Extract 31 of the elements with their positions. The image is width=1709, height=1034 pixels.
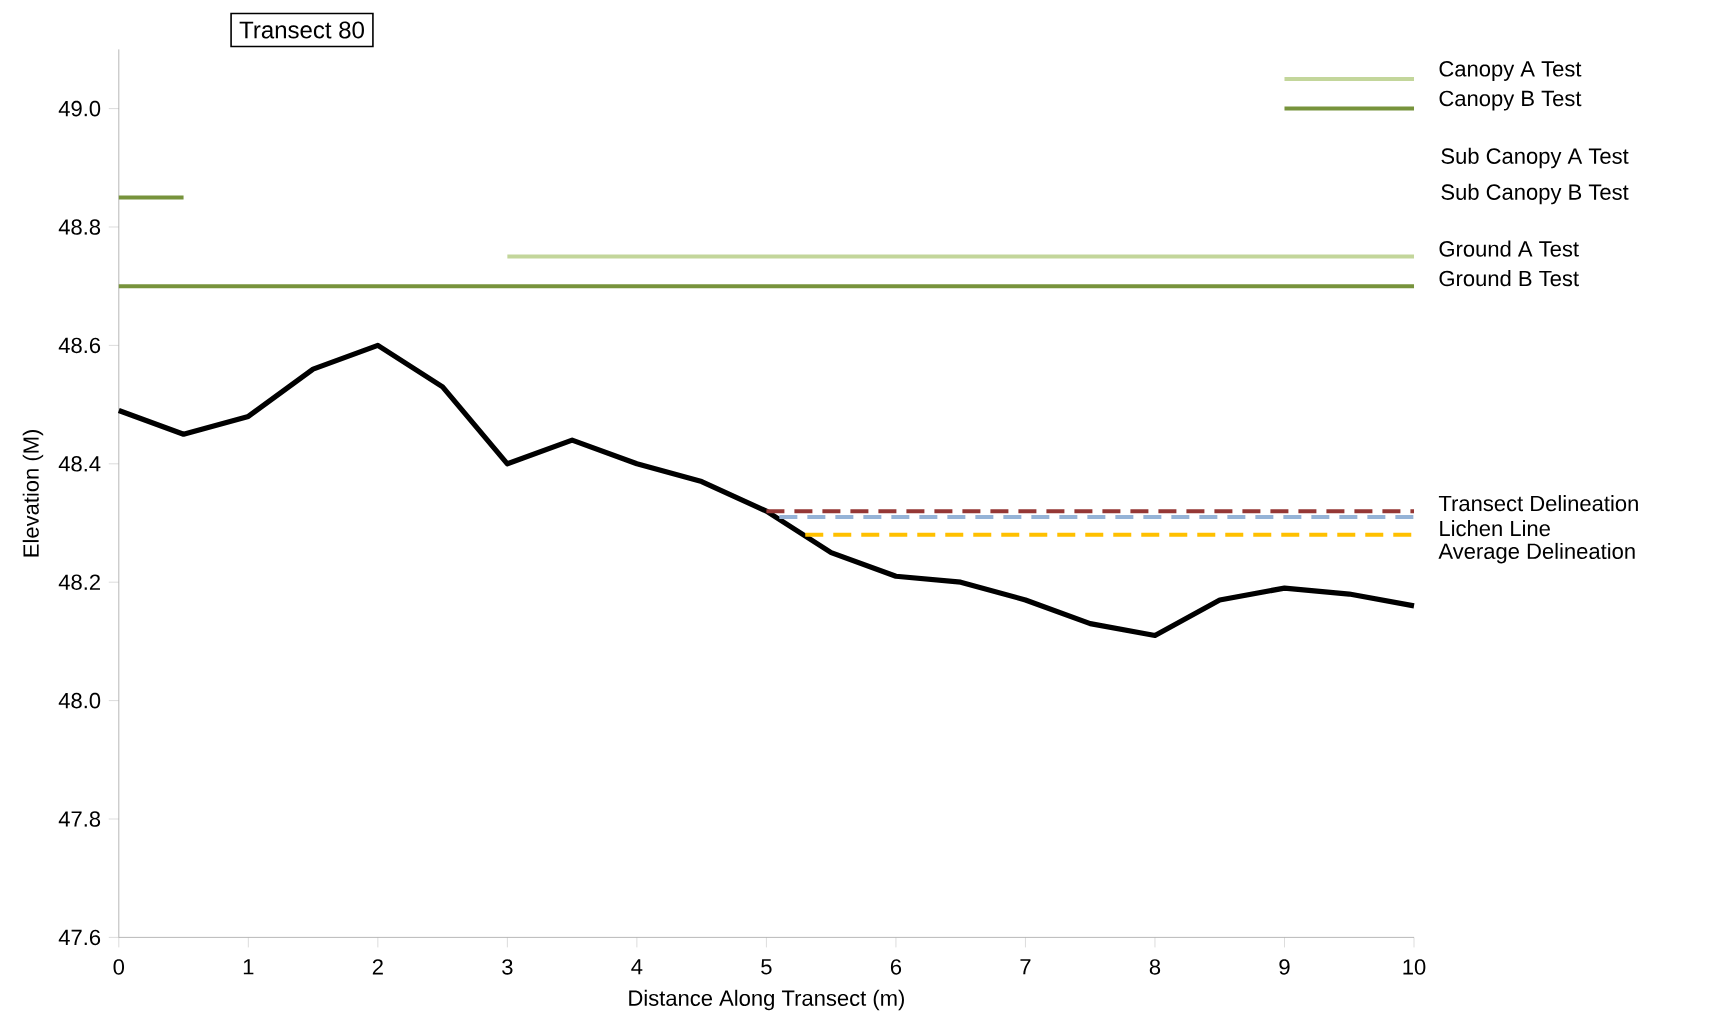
x-tick-label: 4 xyxy=(631,959,643,975)
series-label: Transect Delineation xyxy=(1438,495,1638,512)
series-label: Average Delineation xyxy=(1438,542,1635,564)
y-tick-label: 48.4 xyxy=(58,456,101,472)
x-tick-label: 3 xyxy=(502,959,513,975)
y-tick-label: 49.0 xyxy=(58,100,101,117)
x-axis-title: Distance Along Transect (m) xyxy=(629,989,904,1011)
y-axis-title: Elevation (M) xyxy=(22,430,44,557)
y-tick-label: 47.8 xyxy=(58,811,101,827)
series-label: Canopy B Test xyxy=(1439,90,1582,111)
series-label: Lichen Line xyxy=(1440,520,1550,537)
x-tick-label: 9 xyxy=(1279,959,1290,975)
x-tick-label: 0 xyxy=(113,959,125,975)
x-tick-label: 10 xyxy=(1403,959,1426,975)
chart-title: Transect 80 xyxy=(239,21,364,39)
x-tick-label: 5 xyxy=(761,959,772,975)
text: Sub Canopy B Test xyxy=(1441,183,1629,205)
series-label: Ground B Test xyxy=(1439,270,1579,287)
series-label: Canopy A Test xyxy=(1439,61,1582,81)
y-tick-label: 48.2 xyxy=(58,574,100,590)
y-tick-label: 48.8 xyxy=(58,219,101,235)
x-tick-label: 8 xyxy=(1149,959,1161,975)
y-tick-label: 48.6 xyxy=(58,337,101,354)
series-label: Ground A Test xyxy=(1439,240,1579,257)
x-tick-label: 6 xyxy=(890,959,902,975)
y-tick-label: 47.6 xyxy=(58,929,101,946)
y-tick-label: 48.0 xyxy=(58,692,101,709)
x-tick-label: 7 xyxy=(1020,959,1031,975)
x-tick-label: 2 xyxy=(372,959,383,975)
text: Sub Canopy A Test xyxy=(1441,147,1629,169)
x-tick-label: 1 xyxy=(243,959,254,975)
